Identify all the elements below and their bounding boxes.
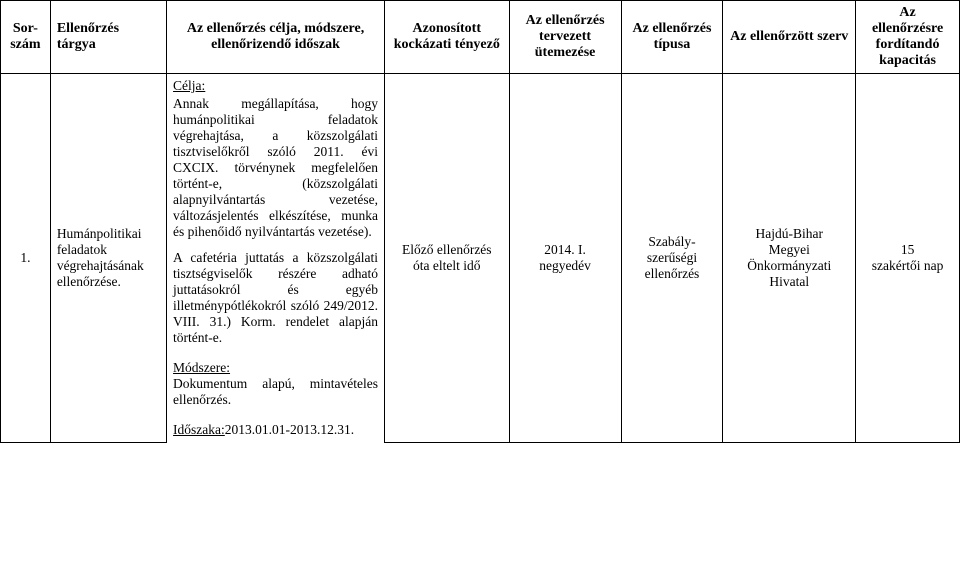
tipus-line3: ellenőrzés	[628, 266, 717, 282]
targy-text: Humánpolitikai feladatok végrehajtásának…	[57, 226, 144, 289]
idoszak-line: Időszaka:2013.01.01-2013.12.31.	[173, 422, 378, 438]
cell-targy: Humánpolitikai feladatok végrehajtásának…	[50, 74, 166, 443]
cel-body-2: A cafetéria juttatás a közszolgálati tis…	[173, 250, 378, 346]
header-row: Sor-szám Ellenőrzés tárgya Az ellenőrzés…	[1, 1, 960, 74]
table-row: 1. Humánpolitikai feladatok végrehajtásá…	[1, 74, 960, 443]
utemezes-line1: 2014. I.	[516, 242, 615, 258]
cell-kockazat: Előző ellenőrzés óta eltelt idő	[385, 74, 510, 443]
h-celja: Az ellenőrzés célja, módszere, ellenőriz…	[167, 1, 385, 74]
cel-body-1: Annak megállapítása, hogy humánpolitikai…	[173, 96, 378, 240]
szerv-line3: Önkormányzati	[729, 258, 849, 274]
cell-kapacitas: 15 szakértői nap	[856, 74, 960, 443]
modszer-body: Dokumentum alapú, mintavételes ellenőrzé…	[173, 376, 378, 408]
kockazat-line2: óta eltelt idő	[391, 258, 503, 274]
cell-utemezes: 2014. I. negyedév	[509, 74, 621, 443]
utemezes-line2: negyedév	[516, 258, 615, 274]
audit-table: Sor-szám Ellenőrzés tárgya Az ellenőrzés…	[0, 0, 960, 443]
kapacitas-line2: szakértői nap	[862, 258, 953, 274]
tipus-line2: szerűségi	[628, 250, 717, 266]
szerv-line1: Hajdú-Bihar	[729, 226, 849, 242]
cell-tipus: Szabály- szerűségi ellenőrzés	[621, 74, 723, 443]
h-targy: Ellenőrzés tárgya	[50, 1, 166, 74]
kockazat-line1: Előző ellenőrzés	[391, 242, 503, 258]
h-szerv: Az ellenőrzött szerv	[723, 1, 856, 74]
cell-celja: Célja: Annak megállapítása, hogy humánpo…	[167, 74, 385, 443]
cel-label: Célja:	[173, 78, 205, 93]
h-sorszam: Sor-szám	[1, 1, 51, 74]
tipus-line1: Szabály-	[628, 234, 717, 250]
cell-sorszam: 1.	[1, 74, 51, 443]
h-kockazat: Azonosított kockázati tényező	[385, 1, 510, 74]
cell-szerv: Hajdú-Bihar Megyei Önkormányzati Hivatal	[723, 74, 856, 443]
h-kapacitas: Az ellenőrzésre fordítandó kapacitás	[856, 1, 960, 74]
page: Sor-szám Ellenőrzés tárgya Az ellenőrzés…	[0, 0, 960, 573]
szerv-line4: Hivatal	[729, 274, 849, 290]
kapacitas-line1: 15	[862, 242, 953, 258]
h-tipus: Az ellenőrzés típusa	[621, 1, 723, 74]
idoszak-body: 2013.01.01-2013.12.31.	[225, 422, 354, 437]
h-utemezes: Az ellenőrzés tervezett ütemezése	[509, 1, 621, 74]
szerv-line2: Megyei	[729, 242, 849, 258]
idoszak-label: Időszaka:	[173, 422, 225, 437]
modszer-label: Módszere:	[173, 360, 230, 375]
